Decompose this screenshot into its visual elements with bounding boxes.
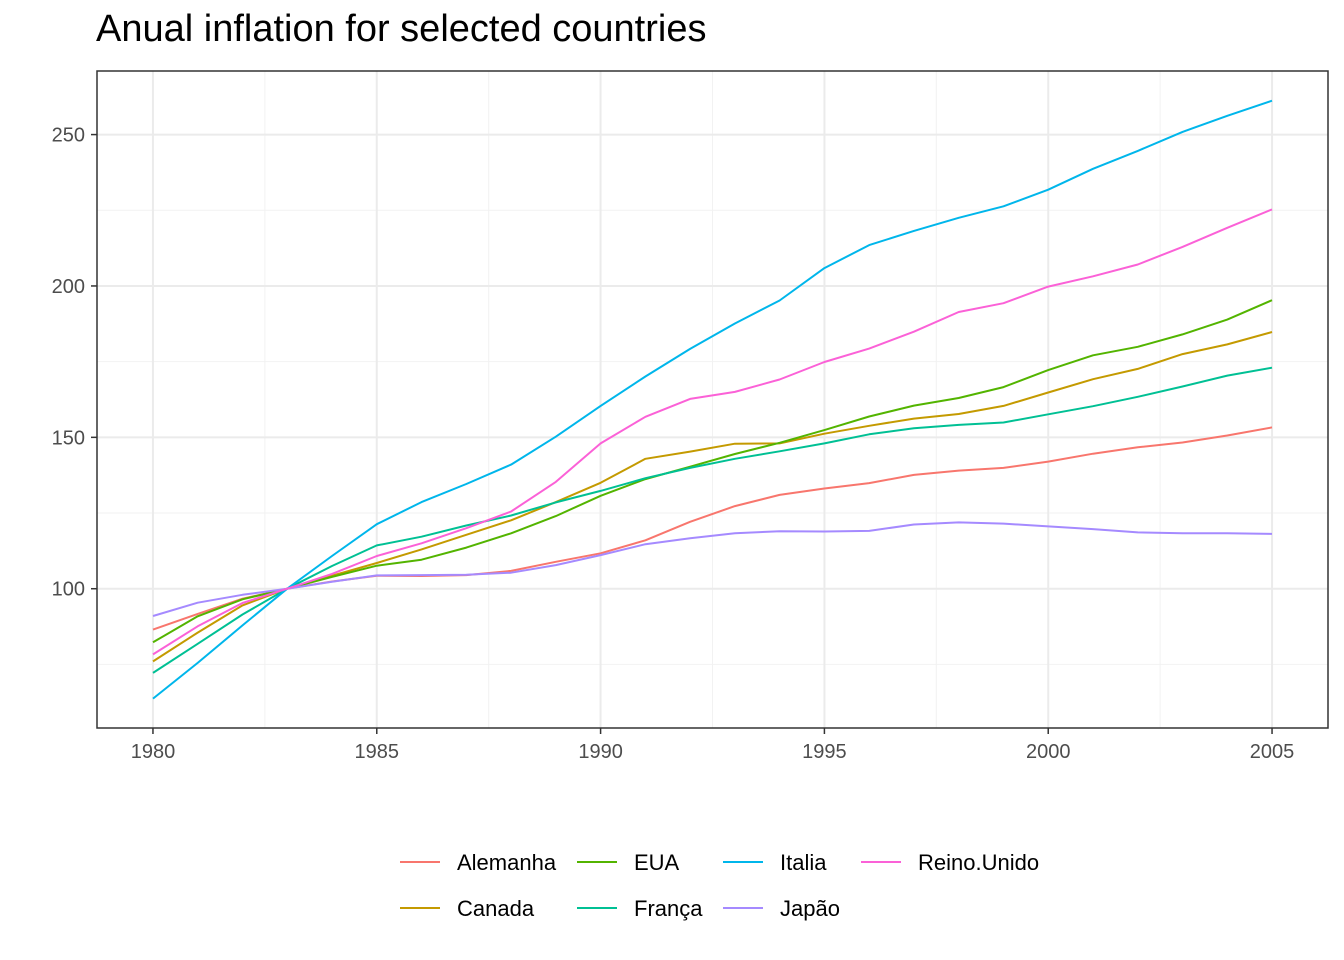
legend-item: Reino.Unido — [861, 850, 1039, 875]
series-line-fran-a — [152, 366, 1273, 674]
legend: Alemanha Canada EUA França Italia Japão Reino.… — [400, 850, 1039, 921]
series-line-eua — [152, 299, 1273, 644]
legend-label: Italia — [780, 850, 827, 875]
y-tick-label: 100 — [52, 579, 85, 601]
x-tick-label: 2005 — [1250, 741, 1295, 763]
legend-item: Italia — [723, 850, 827, 875]
x-tick-label: 1980 — [131, 741, 176, 763]
legend-label: França — [634, 896, 703, 921]
axes: 1980 1985 1990 1995 2000 2005 100 150 200 250 — [52, 125, 1295, 763]
y-tick-label: 250 — [52, 125, 85, 147]
legend-item: Canada — [400, 896, 535, 921]
gridlines — [97, 71, 1328, 728]
y-tick-label: 200 — [52, 276, 85, 298]
x-tick-label: 2000 — [1026, 741, 1071, 763]
x-tick-label: 1985 — [355, 741, 400, 763]
series-line-jap-o — [152, 521, 1273, 617]
series-line-canada — [152, 331, 1273, 663]
chart-title: Anual inflation for selected countries — [96, 8, 707, 50]
legend-label: EUA — [634, 850, 680, 875]
plot-panel-border — [96, 70, 1329, 729]
x-tick-label: 1990 — [578, 741, 623, 763]
series-lines — [152, 99, 1273, 700]
legend-item: EUA — [577, 850, 680, 875]
legend-item: Japão — [723, 896, 840, 921]
legend-item: França — [577, 896, 703, 921]
legend-label: Japão — [780, 896, 840, 921]
series-line-italia — [152, 99, 1273, 700]
x-tick-label: 1995 — [802, 741, 847, 763]
series-line-reino-unido — [152, 208, 1273, 656]
legend-label: Reino.Unido — [918, 850, 1039, 875]
y-tick-label: 150 — [52, 427, 85, 449]
legend-label: Canada — [457, 896, 535, 921]
legend-label: Alemanha — [457, 850, 557, 875]
legend-item: Alemanha — [400, 850, 557, 875]
